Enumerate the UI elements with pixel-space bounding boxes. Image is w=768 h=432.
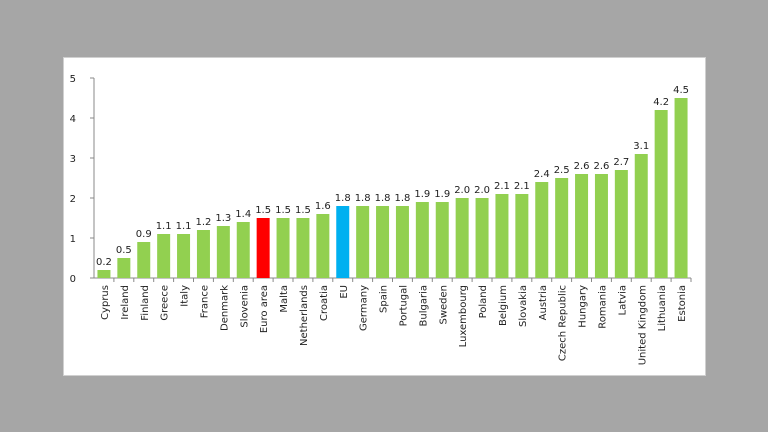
bar-estonia (674, 98, 688, 278)
x-tick-label: Croatia (319, 285, 330, 321)
bar-slovenia (236, 222, 250, 278)
data-label: 1.5 (255, 205, 271, 216)
x-tick-label: Denmark (219, 285, 230, 331)
y-tick-label: 3 (70, 154, 76, 165)
x-tick-label: Slovenia (239, 285, 250, 328)
bar-germany (356, 206, 370, 278)
bar-greece (157, 234, 171, 278)
bar-belgium (495, 194, 509, 278)
data-label: 4.5 (673, 85, 689, 96)
y-tick-label: 2 (70, 194, 76, 205)
x-tick-label: Estonia (677, 285, 688, 322)
data-label: 2.0 (474, 185, 490, 196)
y-tick-label: 0 (70, 274, 76, 285)
bar-euro-area (256, 218, 270, 278)
data-label: 1.8 (355, 193, 371, 204)
bar-lithuania (654, 110, 668, 278)
data-label: 1.6 (315, 201, 331, 212)
bar-france (196, 230, 210, 278)
bar-finland (137, 242, 151, 278)
bar-sweden (435, 202, 449, 278)
x-tick-label: Greece (160, 285, 171, 321)
x-tick-label: Germany (359, 285, 370, 331)
bar-hungary (575, 174, 589, 278)
data-label: 1.8 (375, 193, 391, 204)
x-tick-label: Czech Republic (558, 285, 569, 361)
bar-bulgaria (415, 202, 429, 278)
bar-luxembourg (455, 198, 469, 278)
bar-malta (276, 218, 290, 278)
x-tick-label: Hungary (578, 285, 589, 328)
bar-austria (535, 182, 549, 278)
x-tick-label: Finland (140, 285, 151, 321)
data-label: 2.1 (494, 181, 510, 192)
x-tick-label: Malta (279, 285, 290, 313)
data-label: 1.8 (335, 193, 351, 204)
x-tick-label: Bulgaria (418, 285, 429, 326)
data-label: 1.9 (414, 189, 430, 200)
x-tick-label: EU (339, 285, 350, 299)
x-tick-label: United Kingdom (637, 285, 648, 365)
bar-italy (177, 234, 191, 278)
data-label: 2.5 (554, 165, 570, 176)
data-label: 1.2 (195, 217, 211, 228)
data-label: 2.1 (514, 181, 530, 192)
x-tick-label: Sweden (438, 285, 449, 325)
x-tick-label: Belgium (498, 285, 509, 326)
x-tick-label: Lithuania (657, 285, 668, 331)
data-label: 1.9 (434, 189, 450, 200)
x-tick-label: Poland (478, 285, 489, 318)
x-tick-label: Spain (379, 285, 390, 313)
x-tick-label: Ireland (120, 285, 131, 320)
data-label: 2.7 (613, 157, 629, 168)
bar-slovakia (515, 194, 529, 278)
bar-netherlands (296, 218, 310, 278)
bar-eu (336, 206, 350, 278)
bar-spain (376, 206, 390, 278)
data-label: 1.8 (394, 193, 410, 204)
bar-portugal (395, 206, 409, 278)
x-tick-label: France (199, 285, 210, 318)
data-label: 4.2 (653, 97, 669, 108)
data-label: 1.5 (295, 205, 311, 216)
data-label: 2.4 (534, 169, 550, 180)
data-label: 0.5 (116, 245, 132, 256)
bar-denmark (216, 226, 230, 278)
x-tick-label: Latvia (617, 285, 628, 315)
data-label: 1.1 (156, 221, 172, 232)
x-tick-label: Luxembourg (458, 285, 469, 347)
x-tick-label: Cyprus (100, 285, 111, 320)
y-tick-label: 1 (70, 234, 76, 245)
x-tick-label: Italy (180, 285, 191, 307)
x-tick-label: Slovakia (518, 285, 529, 327)
bar-czech-republic (555, 178, 569, 278)
data-label: 0.2 (96, 257, 112, 268)
bar-romania (594, 174, 608, 278)
bar-croatia (316, 214, 330, 278)
data-label: 2.6 (593, 161, 609, 172)
data-label: 1.5 (275, 205, 291, 216)
data-label: 3.1 (633, 141, 649, 152)
bar-united-kingdom (634, 154, 648, 278)
data-label: 2.6 (574, 161, 590, 172)
bar-cyprus (97, 270, 111, 278)
bar-poland (475, 198, 489, 278)
x-tick-label: Netherlands (299, 285, 310, 346)
x-tick-label: Austria (538, 285, 549, 320)
bar-ireland (117, 258, 131, 278)
x-tick-label: Portugal (398, 285, 409, 326)
y-tick-label: 4 (70, 114, 76, 125)
data-label: 2.0 (454, 185, 470, 196)
y-tick-label: 5 (70, 74, 76, 85)
x-tick-label: Euro area (259, 285, 270, 333)
bar-latvia (614, 170, 628, 278)
x-tick-label: Romania (597, 285, 608, 329)
data-label: 1.4 (235, 209, 251, 220)
data-label: 1.3 (215, 213, 231, 224)
data-label: 1.1 (176, 221, 192, 232)
data-label: 0.9 (136, 229, 152, 240)
